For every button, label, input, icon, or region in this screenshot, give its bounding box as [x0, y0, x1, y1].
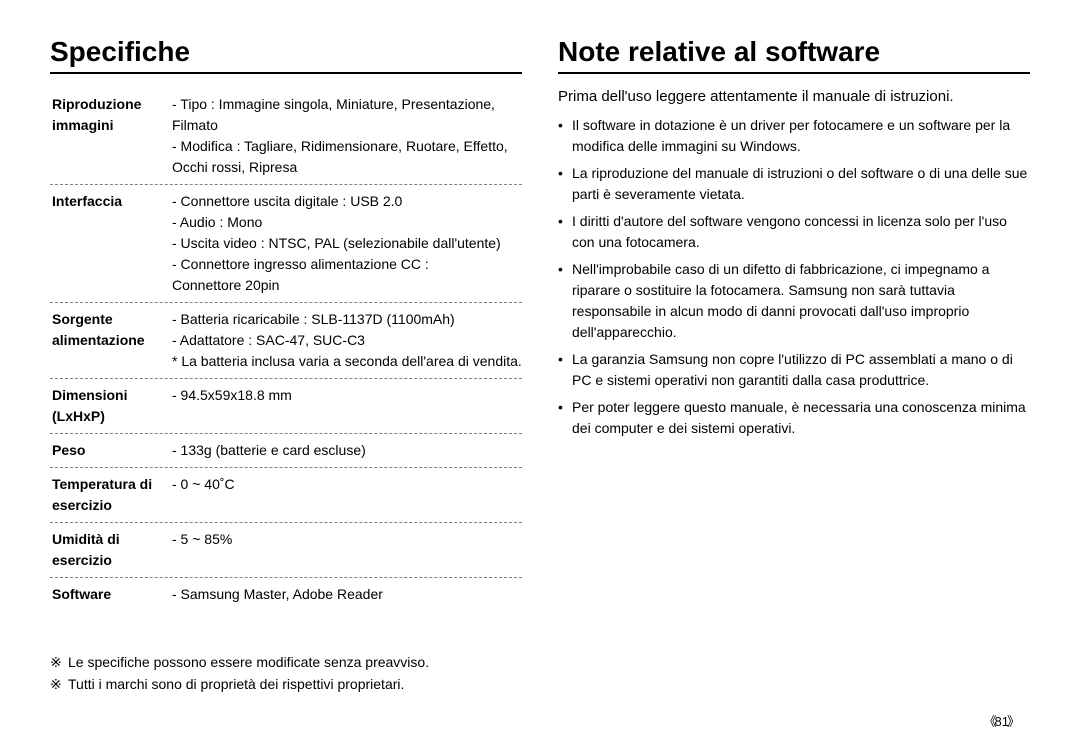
spec-label: Dimensioni (LxHxP): [50, 385, 172, 427]
spec-row: Software - Samsung Master, Adobe Reader: [50, 578, 522, 611]
spec-row: Peso - 133g (batterie e card escluse): [50, 434, 522, 468]
bullet-icon: •: [558, 211, 572, 253]
two-column-layout: Specifiche Riproduzione immagini - Tipo …: [50, 36, 1030, 696]
intro-text: Prima dell'uso leggere attentamente il m…: [558, 88, 1030, 105]
list-item: • La garanzia Samsung non copre l'utiliz…: [558, 349, 1030, 391]
spec-label: Temperatura di esercizio: [50, 474, 172, 516]
footnote: ※ Tutti i marchi sono di proprietà dei r…: [50, 673, 522, 695]
left-column: Specifiche Riproduzione immagini - Tipo …: [50, 36, 522, 696]
bullet-list: • Il software in dotazione è un driver p…: [558, 115, 1030, 439]
spec-value: - Samsung Master, Adobe Reader: [172, 584, 522, 605]
spec-label: Peso: [50, 440, 172, 461]
bullet-text: La garanzia Samsung non copre l'utilizzo…: [572, 349, 1030, 391]
software-notes-heading: Note relative al software: [558, 36, 1030, 74]
spec-label: Software: [50, 584, 172, 605]
list-item: • I diritti d'autore del software vengon…: [558, 211, 1030, 253]
list-item: • Nell'improbabile caso di un difetto di…: [558, 259, 1030, 343]
spec-value: - Connettore uscita digitale : USB 2.0 -…: [172, 191, 522, 296]
spec-value: - 133g (batterie e card escluse): [172, 440, 522, 461]
list-item: • Per poter leggere questo manuale, è ne…: [558, 397, 1030, 439]
spec-label: Umidità di esercizio: [50, 529, 172, 571]
footnote-symbol-icon: ※: [50, 673, 68, 695]
bullet-icon: •: [558, 163, 572, 205]
bullet-icon: •: [558, 115, 572, 157]
bullet-text: I diritti d'autore del software vengono …: [572, 211, 1030, 253]
spec-row: Temperatura di esercizio - 0 ~ 40˚C: [50, 468, 522, 523]
page-number: 81: [984, 711, 1021, 730]
bullet-icon: •: [558, 259, 572, 343]
spec-label: Interfaccia: [50, 191, 172, 296]
spec-value: - Tipo : Immagine singola, Miniature, Pr…: [172, 94, 522, 178]
specs-table: Riproduzione immagini - Tipo : Immagine …: [50, 88, 522, 611]
list-item: • La riproduzione del manuale di istruzi…: [558, 163, 1030, 205]
footnote-symbol-icon: ※: [50, 651, 68, 673]
spec-value: - 5 ~ 85%: [172, 529, 522, 571]
footnote-text: Tutti i marchi sono di proprietà dei ris…: [68, 673, 404, 695]
spec-row: Interfaccia - Connettore uscita digitale…: [50, 185, 522, 303]
manual-page: Specifiche Riproduzione immagini - Tipo …: [0, 0, 1080, 746]
list-item: • Il software in dotazione è un driver p…: [558, 115, 1030, 157]
spec-value: - 0 ~ 40˚C: [172, 474, 522, 516]
spec-row: Riproduzione immagini - Tipo : Immagine …: [50, 88, 522, 185]
specs-heading: Specifiche: [50, 36, 522, 74]
spec-row: Sorgente alimentazione - Batteria ricari…: [50, 303, 522, 379]
bullet-text: Il software in dotazione è un driver per…: [572, 115, 1030, 157]
spec-label: Sorgente alimentazione: [50, 309, 172, 372]
footnote: ※ Le specifiche possono essere modificat…: [50, 651, 522, 673]
bullet-icon: •: [558, 397, 572, 439]
footnote-text: Le specifiche possono essere modificate …: [68, 651, 429, 673]
spec-row: Umidità di esercizio - 5 ~ 85%: [50, 523, 522, 578]
spec-row: Dimensioni (LxHxP) - 94.5x59x18.8 mm: [50, 379, 522, 434]
bullet-icon: •: [558, 349, 572, 391]
spec-value: - 94.5x59x18.8 mm: [172, 385, 522, 427]
spec-label: Riproduzione immagini: [50, 94, 172, 178]
spec-value: - Batteria ricaricabile : SLB-1137D (110…: [172, 309, 522, 372]
bullet-text: La riproduzione del manuale di istruzion…: [572, 163, 1030, 205]
right-column: Note relative al software Prima dell'uso…: [558, 36, 1030, 696]
footnotes: ※ Le specifiche possono essere modificat…: [50, 651, 522, 696]
bullet-text: Per poter leggere questo manuale, è nece…: [572, 397, 1030, 439]
bullet-text: Nell'improbabile caso di un difetto di f…: [572, 259, 1030, 343]
